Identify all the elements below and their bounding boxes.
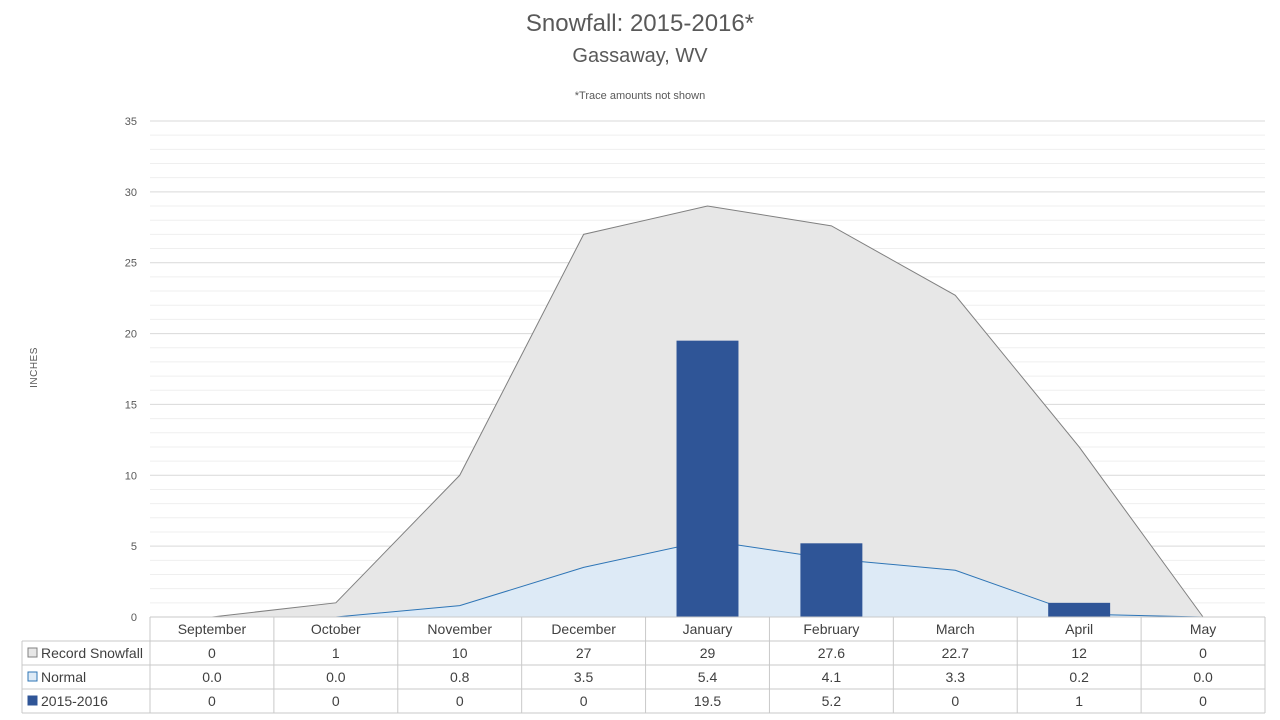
y-tick-label: 5	[131, 541, 137, 553]
x-tick-label: December	[551, 621, 616, 637]
x-tick-label: February	[803, 621, 859, 637]
chart-title: Snowfall: 2015-2016*	[525, 10, 755, 37]
x-tick-label: January	[683, 621, 733, 637]
bar-series	[676, 340, 1111, 617]
data-label: 0	[332, 693, 340, 709]
legend-swatch	[27, 695, 38, 706]
data-label: 0.0	[1193, 669, 1213, 685]
data-label: 0	[208, 645, 216, 661]
data-label: 19.5	[694, 693, 721, 709]
data-label: 0	[1199, 693, 1207, 709]
x-tick-label: November	[427, 621, 492, 637]
legend-swatch	[27, 671, 38, 682]
bar-january	[676, 340, 739, 617]
bar-february	[800, 543, 863, 617]
data-label: 0.0	[326, 669, 346, 685]
x-tick-label: March	[936, 621, 975, 637]
data-label: 0	[456, 693, 464, 709]
data-label: 10	[452, 645, 468, 661]
data-label: 1	[332, 645, 340, 661]
data-label: 27.6	[818, 645, 845, 661]
legend-label: Normal	[41, 669, 86, 685]
data-label: 5.4	[698, 669, 718, 685]
data-label: 3.5	[574, 669, 594, 685]
data-label: 12	[1071, 645, 1087, 661]
data-table: September October November December January F…	[21, 616, 1266, 714]
y-tick-label: 35	[125, 116, 137, 128]
y-tick-label: 0	[131, 612, 137, 624]
y-tick-label: 10	[125, 470, 137, 482]
data-label: 0	[1199, 645, 1207, 661]
data-label: 29	[700, 645, 716, 661]
x-tick-label: May	[1190, 621, 1216, 637]
x-tick-label: October	[311, 621, 361, 637]
y-tick-label: 25	[125, 258, 137, 270]
legend-label: Record Snowfall	[41, 645, 143, 661]
y-tick-label: 15	[125, 399, 137, 411]
data-label: 0.2	[1069, 669, 1089, 685]
data-label: 1	[1075, 693, 1083, 709]
data-label: 3.3	[946, 669, 966, 685]
data-label: 5.2	[822, 693, 842, 709]
data-label: 0.0	[202, 669, 222, 685]
y-tick-label: 20	[125, 329, 137, 341]
data-label: 0.8	[450, 669, 470, 685]
bar-april	[1048, 602, 1111, 617]
data-label: 0	[208, 693, 216, 709]
chart-subtitle: Gassaway, WV	[572, 45, 708, 67]
x-tick-label: September	[178, 621, 247, 637]
chart-note: *Trace amounts not shown	[574, 90, 706, 102]
data-label: 0	[580, 693, 588, 709]
data-label: 22.7	[942, 645, 969, 661]
data-label: 27	[576, 645, 592, 661]
legend-swatch	[27, 647, 38, 658]
data-label: 4.1	[822, 669, 842, 685]
y-axis-ticks: 0 5 10 15 20 25 30 35	[125, 116, 137, 624]
x-tick-label: April	[1065, 621, 1093, 637]
y-tick-label: 30	[125, 187, 137, 199]
area-line-record-snowfall	[211, 205, 1204, 618]
legend-label: 2015-2016	[41, 693, 108, 709]
data-label: 0	[951, 693, 959, 709]
